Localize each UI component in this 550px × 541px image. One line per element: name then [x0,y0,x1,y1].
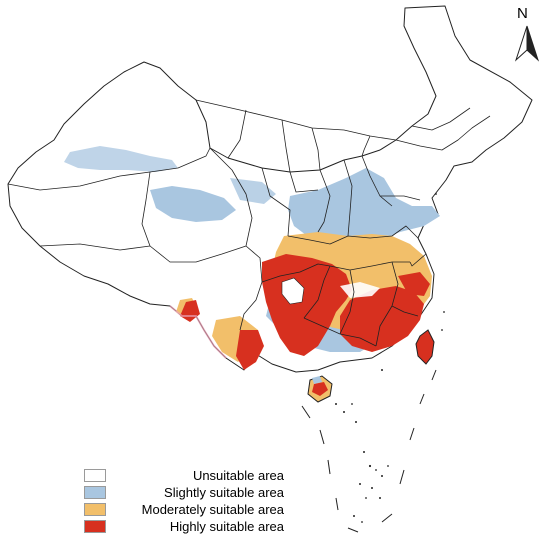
central-unsuitable-area [340,282,380,298]
legend-item-highly: Highly suitable area [84,518,284,535]
hainan-highly [312,382,328,396]
legend-swatch-unsuitable [84,469,106,482]
highly-suitable-zones [180,254,430,370]
south-sea-islands [335,193,445,523]
province-boundaries [7,99,491,347]
legend-swatch-slightly [84,486,106,499]
legend-swatch-highly [84,520,106,533]
legend: Unsuitable area Slightly suitable area M… [84,467,284,535]
southwest-fringe [169,305,227,359]
north-arrow-icon [514,25,540,62]
nine-dash-line [301,369,437,533]
legend-item-slightly: Slightly suitable area [84,484,284,501]
legend-item-moderately: Moderately suitable area [84,501,284,518]
legend-label-slightly: Slightly suitable area [164,485,284,500]
legend-label-moderately: Moderately suitable area [141,502,284,517]
legend-item-unsuitable: Unsuitable area [84,467,284,484]
hainan-slightly [312,376,322,384]
legend-label-unsuitable: Unsuitable area [192,468,284,483]
legend-label-highly: Highly suitable area [169,519,284,534]
legend-swatch-moderately [84,503,106,516]
taiwan-island [415,329,435,365]
basin-unsuitable-area [281,277,305,305]
north-arrow-label: N [517,5,528,22]
